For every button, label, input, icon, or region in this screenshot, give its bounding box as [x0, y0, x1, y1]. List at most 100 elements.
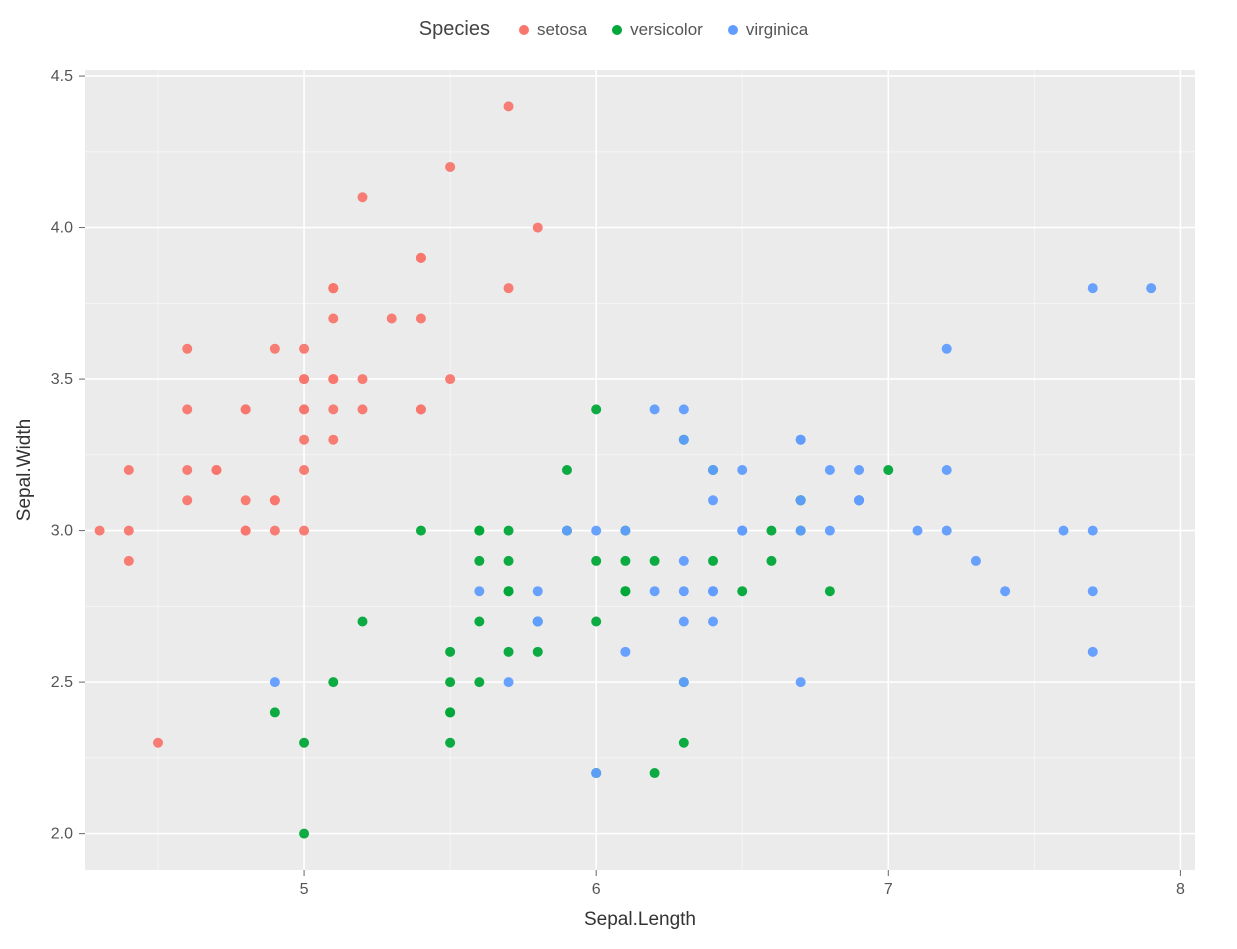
data-point[interactable] — [533, 647, 543, 657]
data-point[interactable] — [270, 677, 280, 687]
data-point[interactable] — [825, 465, 835, 475]
data-point[interactable] — [591, 556, 601, 566]
data-point[interactable] — [650, 586, 660, 596]
data-point[interactable] — [591, 617, 601, 627]
data-point[interactable] — [971, 556, 981, 566]
data-point[interactable] — [299, 526, 309, 536]
data-point[interactable] — [504, 586, 514, 596]
data-point[interactable] — [416, 404, 426, 414]
data-point[interactable] — [182, 495, 192, 505]
data-point[interactable] — [796, 495, 806, 505]
data-point[interactable] — [737, 465, 747, 475]
data-point[interactable] — [182, 344, 192, 354]
data-point[interactable] — [299, 738, 309, 748]
data-point[interactable] — [445, 647, 455, 657]
data-point[interactable] — [679, 617, 689, 627]
data-point[interactable] — [445, 707, 455, 717]
data-point[interactable] — [533, 617, 543, 627]
data-point[interactable] — [796, 435, 806, 445]
data-point[interactable] — [299, 404, 309, 414]
data-point[interactable] — [1146, 283, 1156, 293]
data-point[interactable] — [445, 677, 455, 687]
data-point[interactable] — [416, 526, 426, 536]
data-point[interactable] — [504, 677, 514, 687]
data-point[interactable] — [270, 526, 280, 536]
data-point[interactable] — [474, 526, 484, 536]
data-point[interactable] — [883, 465, 893, 475]
data-point[interactable] — [182, 465, 192, 475]
data-point[interactable] — [942, 344, 952, 354]
data-point[interactable] — [445, 738, 455, 748]
data-point[interactable] — [679, 677, 689, 687]
data-point[interactable] — [708, 617, 718, 627]
data-point[interactable] — [533, 223, 543, 233]
data-point[interactable] — [445, 162, 455, 172]
data-point[interactable] — [650, 768, 660, 778]
data-point[interactable] — [241, 526, 251, 536]
data-point[interactable] — [1088, 526, 1098, 536]
data-point[interactable] — [650, 556, 660, 566]
data-point[interactable] — [270, 344, 280, 354]
data-point[interactable] — [474, 677, 484, 687]
data-point[interactable] — [591, 404, 601, 414]
data-point[interactable] — [241, 495, 251, 505]
data-point[interactable] — [1059, 526, 1069, 536]
data-point[interactable] — [328, 374, 338, 384]
data-point[interactable] — [562, 465, 572, 475]
data-point[interactable] — [153, 738, 163, 748]
data-point[interactable] — [124, 465, 134, 475]
data-point[interactable] — [504, 556, 514, 566]
data-point[interactable] — [854, 465, 864, 475]
data-point[interactable] — [299, 465, 309, 475]
data-point[interactable] — [737, 526, 747, 536]
data-point[interactable] — [95, 526, 105, 536]
data-point[interactable] — [358, 192, 368, 202]
data-point[interactable] — [591, 526, 601, 536]
data-point[interactable] — [299, 374, 309, 384]
data-point[interactable] — [328, 677, 338, 687]
data-point[interactable] — [387, 313, 397, 323]
legend-item-versicolor[interactable]: versicolor — [612, 20, 703, 40]
data-point[interactable] — [211, 465, 221, 475]
data-point[interactable] — [679, 556, 689, 566]
data-point[interactable] — [474, 617, 484, 627]
data-point[interactable] — [737, 586, 747, 596]
data-point[interactable] — [124, 526, 134, 536]
data-point[interactable] — [708, 465, 718, 475]
data-point[interactable] — [328, 313, 338, 323]
data-point[interactable] — [825, 586, 835, 596]
data-point[interactable] — [241, 404, 251, 414]
data-point[interactable] — [504, 283, 514, 293]
data-point[interactable] — [620, 556, 630, 566]
data-point[interactable] — [270, 707, 280, 717]
legend-item-setosa[interactable]: setosa — [519, 20, 587, 40]
data-point[interactable] — [445, 374, 455, 384]
data-point[interactable] — [679, 586, 689, 596]
data-point[interactable] — [299, 435, 309, 445]
data-point[interactable] — [913, 526, 923, 536]
data-point[interactable] — [504, 647, 514, 657]
data-point[interactable] — [796, 677, 806, 687]
data-point[interactable] — [416, 253, 426, 263]
data-point[interactable] — [708, 586, 718, 596]
data-point[interactable] — [562, 526, 572, 536]
data-point[interactable] — [708, 556, 718, 566]
data-point[interactable] — [504, 526, 514, 536]
data-point[interactable] — [1000, 586, 1010, 596]
data-point[interactable] — [328, 283, 338, 293]
data-point[interactable] — [328, 435, 338, 445]
data-point[interactable] — [620, 647, 630, 657]
data-point[interactable] — [854, 495, 864, 505]
data-point[interactable] — [299, 829, 309, 839]
data-point[interactable] — [766, 526, 776, 536]
data-point[interactable] — [533, 586, 543, 596]
data-point[interactable] — [1088, 283, 1098, 293]
data-point[interactable] — [1088, 586, 1098, 596]
data-point[interactable] — [299, 344, 309, 354]
data-point[interactable] — [766, 556, 776, 566]
data-point[interactable] — [679, 738, 689, 748]
data-point[interactable] — [825, 526, 835, 536]
data-point[interactable] — [358, 404, 368, 414]
data-point[interactable] — [124, 556, 134, 566]
data-point[interactable] — [679, 404, 689, 414]
